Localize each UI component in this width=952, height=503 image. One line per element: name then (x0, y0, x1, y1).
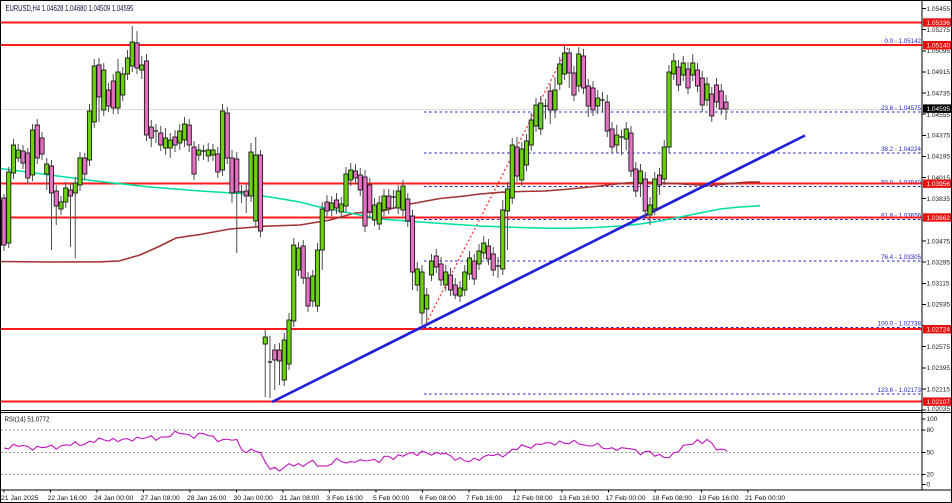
svg-text:1.05095: 1.05095 (927, 48, 951, 55)
svg-text:22 Jan 16:00: 22 Jan 16:00 (48, 495, 88, 502)
svg-text:61.8 - 1.03656: 61.8 - 1.03656 (881, 213, 921, 220)
svg-text:17 Feb 00:00: 17 Feb 00:00 (606, 495, 646, 502)
svg-text:31 Jan 08:00: 31 Jan 08:00 (280, 495, 320, 502)
svg-text:0.0 - 1.05142: 0.0 - 1.05142 (885, 38, 922, 45)
svg-text:RSI(14) 51.0772: RSI(14) 51.0772 (5, 417, 50, 424)
svg-text:1.04195: 1.04195 (927, 154, 951, 161)
svg-text:0: 0 (927, 482, 931, 489)
svg-text:1.02395: 1.02395 (927, 365, 951, 372)
svg-text:1.04375: 1.04375 (927, 133, 951, 140)
svg-text:27 Jan 08:00: 27 Jan 08:00 (141, 495, 181, 502)
svg-text:12 Feb 08:00: 12 Feb 08:00 (513, 495, 553, 502)
svg-text:123.6 - 1.02173: 123.6 - 1.02173 (878, 387, 922, 394)
svg-text:100: 100 (927, 416, 938, 423)
svg-text:1.02935: 1.02935 (927, 302, 951, 309)
svg-text:1.02724: 1.02724 (927, 327, 951, 334)
svg-text:38.2 - 1.04224: 38.2 - 1.04224 (881, 146, 921, 153)
svg-text:1.02035: 1.02035 (927, 406, 951, 413)
svg-text:1.04915: 1.04915 (927, 69, 951, 76)
svg-text:20: 20 (927, 472, 935, 479)
svg-text:1.05140: 1.05140 (927, 43, 951, 50)
svg-text:76.4 - 1.03305: 76.4 - 1.03305 (881, 254, 921, 261)
svg-text:1.05455: 1.05455 (927, 6, 951, 13)
svg-text:1.02575: 1.02575 (927, 344, 951, 351)
svg-text:13 Feb 16:00: 13 Feb 16:00 (559, 495, 599, 502)
svg-text:21 Feb 00:00: 21 Feb 00:00 (745, 495, 785, 502)
svg-text:7 Feb 16:00: 7 Feb 16:00 (466, 495, 502, 502)
svg-text:1.02215: 1.02215 (927, 386, 951, 393)
svg-text:1.04735: 1.04735 (927, 90, 951, 97)
svg-text:1.05336: 1.05336 (927, 20, 951, 27)
svg-text:23.6 - 1.04575: 23.6 - 1.04575 (881, 105, 921, 112)
svg-text:28 Jan 16:00: 28 Jan 16:00 (187, 495, 227, 502)
svg-text:5 Feb 00:00: 5 Feb 00:00 (373, 495, 409, 502)
svg-text:100.0 - 1.02738: 100.0 - 1.02738 (878, 321, 922, 328)
svg-text:1.03835: 1.03835 (927, 196, 951, 203)
svg-text:19 Feb 16:00: 19 Feb 16:00 (699, 495, 739, 502)
svg-text:6 Feb 08:00: 6 Feb 08:00 (420, 495, 456, 502)
svg-text:EURUSD,H4 1.04628 1.04680 1.0: EURUSD,H4 1.04628 1.04680 1.04509 1.0459… (6, 4, 134, 13)
svg-text:1.03475: 1.03475 (927, 238, 951, 245)
svg-text:50: 50 (927, 450, 935, 457)
svg-text:80: 80 (927, 427, 935, 434)
svg-text:1.03295: 1.03295 (927, 259, 951, 266)
svg-text:1.02107: 1.02107 (927, 399, 951, 406)
svg-text:21 Jan 2025: 21 Jan 2025 (1, 495, 39, 502)
svg-text:1.04595: 1.04595 (927, 106, 951, 113)
svg-text:3 Feb 16:00: 3 Feb 16:00 (327, 495, 363, 502)
svg-text:1.04555: 1.04555 (927, 112, 951, 119)
svg-text:30 Jan 00:00: 30 Jan 00:00 (234, 495, 274, 502)
svg-text:1.03956: 1.03956 (927, 181, 951, 188)
svg-text:1.03115: 1.03115 (927, 281, 950, 288)
svg-text:24 Jan 00:00: 24 Jan 00:00 (94, 495, 134, 502)
svg-text:18 Feb 08:00: 18 Feb 08:00 (652, 495, 692, 502)
svg-text:1.04015: 1.04015 (927, 175, 951, 182)
svg-text:1.03662: 1.03662 (927, 215, 951, 222)
svg-text:1.05275: 1.05275 (927, 27, 951, 34)
